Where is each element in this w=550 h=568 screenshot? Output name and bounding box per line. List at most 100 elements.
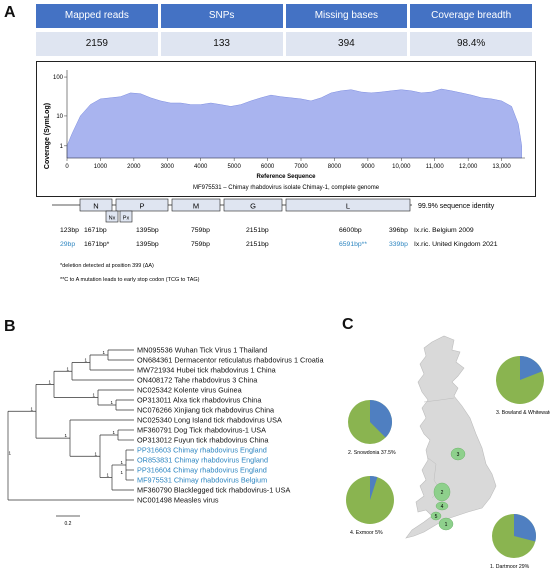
gene-label-m: M: [193, 202, 199, 211]
pie-label: 1. Dartmoor 29%: [490, 564, 530, 568]
stats-header-mapped-reads: Mapped reads: [36, 4, 158, 28]
pie-label: 4. Exmoor 5%: [350, 530, 383, 536]
pie-blue-slice: [370, 476, 378, 500]
genome-row1-cell-6: 396bp: [389, 227, 408, 234]
tree-tip-label: NC001498 Measles virus: [137, 496, 219, 505]
stats-value-coverage-breadth: 98.4%: [410, 32, 532, 56]
coverage-x-tick-label: 13,000: [492, 164, 511, 170]
gene-label-nx: Nx: [109, 216, 116, 222]
stats-header-snps: SNPs: [160, 4, 283, 28]
genome-row2-cell-6: 339bp: [389, 241, 408, 248]
genome-note-deletion: *deletion detected at position 399 (ΔA): [60, 263, 154, 269]
genome-row2-cell-0: 29bp: [60, 241, 75, 248]
coverage-x-tick-label: 5000: [227, 164, 241, 170]
coverage-x-tick-label: 7000: [294, 164, 308, 170]
panel-c-label: C: [342, 316, 354, 333]
tree-bootstrap-label: 1: [92, 393, 95, 398]
site-marker: [435, 501, 449, 511]
coverage-subtitle: MF975531 – Chimay rhabdovirus isolate Ch…: [193, 185, 380, 191]
scotland-border: [423, 397, 455, 403]
genome-row1-cell-5: 6600bp: [339, 227, 362, 234]
stats-header-missing-bases: Missing bases: [285, 4, 408, 28]
stats-header-row: Mapped reads SNPs Missing bases Coverage…: [36, 4, 532, 28]
tree-bootstrap-label: 1: [102, 350, 105, 355]
tree-tip-label: NC025342 Kolente virus Guinea: [137, 386, 243, 395]
tree-tip-label: MF360791 Dog Tick rhabdovirus-1 USA: [137, 426, 266, 435]
tree-bootstrap-label: 1: [64, 433, 67, 438]
genome-row1-cell-3: 759bp: [191, 227, 210, 234]
genome-row2-cell-1: 1671bp*: [84, 241, 110, 248]
genome-row2-cell-7: Ix.ric. United Kingdom 2021: [414, 241, 498, 248]
tree-tip-label: PP316604 Chimay rhabdovirus England: [137, 466, 267, 475]
coverage-x-tick-label: 3000: [161, 164, 175, 170]
tree-bootstrap-label: 1: [106, 473, 109, 478]
stats-value-missing-bases: 394: [285, 32, 408, 56]
coverage-x-tick-label: 10,000: [392, 164, 411, 170]
gene-label-n: N: [93, 202, 98, 211]
site-number-label: 2: [441, 490, 444, 496]
coverage-x-tick-label: 0: [65, 164, 69, 170]
tree-tip-label: OP313012 Fuyun tick rhabdovirus China: [137, 436, 269, 445]
genome-row1-cell-2: 1395bp: [136, 227, 159, 234]
tree-tip-label: MF975531 Chimay rhabdovirus Belgium: [137, 476, 267, 485]
stats-table: Mapped reads SNPs Missing bases Coverage…: [36, 4, 532, 56]
tree-tip-label: MW721934 Hubei tick rhabdovirus 1 China: [137, 366, 277, 375]
stats-value-snps: 133: [160, 32, 283, 56]
genome-row2-cell-3: 759bp: [191, 241, 210, 248]
site-number-label: 1: [445, 522, 448, 528]
coverage-x-tick-label: 11,000: [426, 164, 445, 170]
genome-row2-cell-2: 1395bp: [136, 241, 159, 248]
site-number-label: 4: [441, 504, 444, 510]
coverage-x-tick-label: 12,000: [459, 164, 478, 170]
tree-bootstrap-label: 1: [30, 406, 33, 411]
genome-map: N P M G L Nx Px 99.9% sequence identity …: [52, 198, 498, 283]
stats-value-row: 2159 133 394 98.4%: [36, 32, 532, 56]
tree-bootstrap-label: 1: [84, 358, 87, 363]
genome-row1-cell-7: Ix.ric. Belgium 2009: [414, 227, 474, 234]
site-marker: [433, 482, 451, 502]
gene-box-n: [79, 198, 113, 212]
panel-a-label: A: [4, 4, 16, 21]
tree-tip-label: NC025340 Long Island tick rhabdovirus US…: [137, 416, 282, 425]
coverage-x-axis-label: Reference Sequence: [256, 174, 316, 180]
site-number-label: 3: [457, 452, 460, 458]
tree-bootstrap-label: 1: [48, 379, 51, 384]
gene-box-l: [285, 198, 411, 212]
gene-box-m: [171, 198, 221, 212]
pie-blue-slice: [370, 400, 393, 438]
great-britain-map: [405, 335, 497, 539]
coverage-x-tick-label: 1000: [94, 164, 108, 170]
tree-tip-label: MN095536 Wuhan Tick Virus 1 Thailand: [137, 346, 267, 355]
genome-row1-cell-1: 1671bp: [84, 227, 107, 234]
tree-bootstrap-label: 1: [66, 366, 69, 371]
stats-header-coverage-breadth: Coverage breadth: [410, 4, 532, 28]
coverage-plot-frame: 100 10 1 0 1000 2000 3000 4000 5000 6000 7000 8000 9…: [36, 61, 536, 197]
coverage-y-tick-label: 100: [53, 75, 64, 81]
coverage-x-tick-label: 4000: [194, 164, 208, 170]
coverage-y-tick-label: 1: [60, 144, 64, 150]
gene-label-p: P: [139, 202, 144, 211]
genome-row2-cell-5: 6591bp**: [339, 241, 367, 248]
uk-map-panel: 1 2 3 45 2. Snowdonia 37.5% 3. Bowland & Whi…: [346, 335, 550, 568]
site-marker: [438, 517, 454, 531]
tree-tip-label: MF360790 Blacklegged tick rhabdovirus-1 …: [137, 486, 290, 495]
stats-value-mapped-reads: 2159: [36, 32, 158, 56]
gene-box-px: [119, 210, 133, 223]
panel-b-label: B: [4, 318, 16, 335]
gene-label-px: Px: [123, 216, 130, 222]
tree-tip-label: ON684361 Dermacentor reticulatus rhabdov…: [137, 356, 325, 365]
tree-bootstrap-label: 1: [120, 470, 123, 475]
coverage-x-tick-label: 8000: [328, 164, 342, 170]
site-marker: [430, 511, 442, 521]
tree-tip-label: NC076266 Xinjiang tick rhabdovirus China: [137, 406, 275, 415]
tree-bootstrap-label: 1: [110, 400, 113, 405]
genome-note-stop-codon: **C to A mutation leads to early stop co…: [60, 277, 200, 283]
sequence-identity-label: 99.9% sequence identity: [418, 203, 495, 210]
tree-tip-label: PP316603 Chimay rhabdovirus England: [137, 446, 267, 455]
tree-scale-label: 0.2: [65, 521, 72, 527]
gene-box-nx: [105, 210, 119, 223]
tree-bootstrap-label: 1: [120, 460, 123, 465]
pie-blue-slice: [520, 356, 543, 380]
coverage-x-tick-label: 9000: [361, 164, 375, 170]
